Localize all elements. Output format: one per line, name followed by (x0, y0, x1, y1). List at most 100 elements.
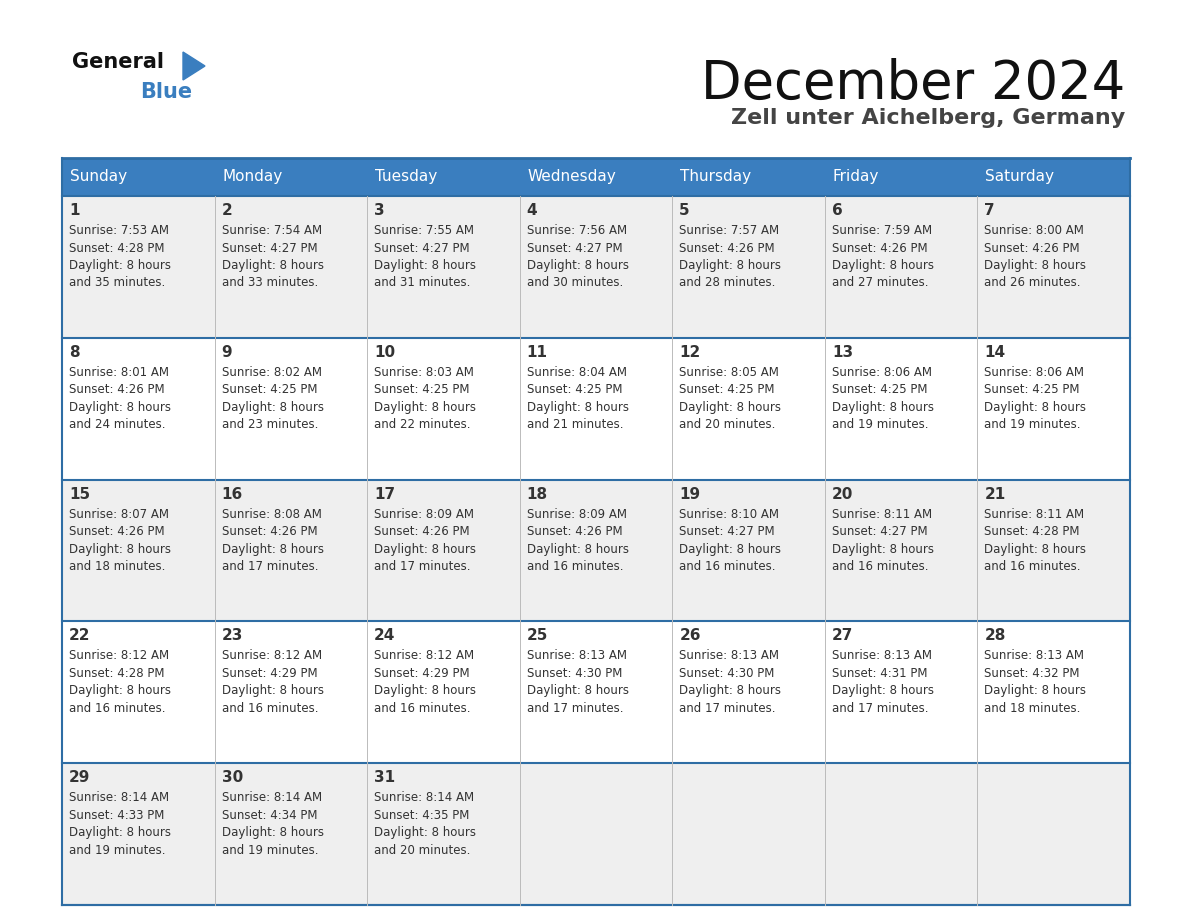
Text: Sunrise: 8:04 AM: Sunrise: 8:04 AM (526, 365, 627, 379)
Text: Sunset: 4:29 PM: Sunset: 4:29 PM (374, 666, 469, 680)
Bar (824, 621, 978, 763)
Text: and 16 minutes.: and 16 minutes. (526, 560, 624, 573)
Text: Monday: Monday (222, 170, 283, 185)
Text: and 30 minutes.: and 30 minutes. (526, 276, 623, 289)
Text: Sunrise: 7:55 AM: Sunrise: 7:55 AM (374, 224, 474, 237)
Text: Daylight: 8 hours: Daylight: 8 hours (374, 685, 476, 698)
Text: and 16 minutes.: and 16 minutes. (69, 702, 165, 715)
Text: 12: 12 (680, 345, 701, 360)
Bar (978, 338, 1130, 479)
Text: Sunset: 4:32 PM: Sunset: 4:32 PM (985, 666, 1080, 680)
Text: 26: 26 (680, 629, 701, 644)
Text: and 16 minutes.: and 16 minutes. (222, 702, 318, 715)
Text: Daylight: 8 hours: Daylight: 8 hours (222, 685, 323, 698)
Text: Sunrise: 7:59 AM: Sunrise: 7:59 AM (832, 224, 931, 237)
Text: 7: 7 (985, 203, 996, 218)
Bar (672, 763, 824, 905)
Bar (367, 763, 519, 905)
Text: Thursday: Thursday (681, 170, 752, 185)
Text: and 20 minutes.: and 20 minutes. (374, 844, 470, 856)
Text: and 20 minutes.: and 20 minutes. (680, 419, 776, 431)
Bar (978, 479, 1130, 621)
Text: Zell unter Aichelberg, Germany: Zell unter Aichelberg, Germany (731, 108, 1125, 128)
Bar (978, 158, 1130, 196)
Text: Sunset: 4:29 PM: Sunset: 4:29 PM (222, 666, 317, 680)
Bar (215, 338, 367, 479)
Text: Blue: Blue (140, 82, 192, 102)
Text: Sunrise: 8:06 AM: Sunrise: 8:06 AM (985, 365, 1085, 379)
Bar (824, 479, 978, 621)
Text: Sunrise: 8:01 AM: Sunrise: 8:01 AM (69, 365, 169, 379)
Text: 23: 23 (222, 629, 244, 644)
Text: Daylight: 8 hours: Daylight: 8 hours (680, 401, 782, 414)
Bar (62, 621, 215, 763)
Text: Sunrise: 8:12 AM: Sunrise: 8:12 AM (222, 649, 322, 663)
Bar (519, 621, 672, 763)
Text: 3: 3 (374, 203, 385, 218)
Bar (367, 479, 519, 621)
Text: Sunset: 4:33 PM: Sunset: 4:33 PM (69, 809, 164, 822)
Text: Sunrise: 8:11 AM: Sunrise: 8:11 AM (985, 508, 1085, 521)
Bar (978, 763, 1130, 905)
Text: Wednesday: Wednesday (527, 170, 617, 185)
Text: Sunrise: 8:10 AM: Sunrise: 8:10 AM (680, 508, 779, 521)
Text: Sunset: 4:25 PM: Sunset: 4:25 PM (680, 384, 775, 397)
Text: 2: 2 (222, 203, 233, 218)
Text: Daylight: 8 hours: Daylight: 8 hours (222, 401, 323, 414)
Text: Daylight: 8 hours: Daylight: 8 hours (222, 543, 323, 555)
Text: 21: 21 (985, 487, 1006, 501)
Text: Friday: Friday (833, 170, 879, 185)
Text: and 21 minutes.: and 21 minutes. (526, 419, 624, 431)
Text: Daylight: 8 hours: Daylight: 8 hours (832, 543, 934, 555)
Text: Daylight: 8 hours: Daylight: 8 hours (222, 259, 323, 272)
Text: and 19 minutes.: and 19 minutes. (69, 844, 165, 856)
Text: 28: 28 (985, 629, 1006, 644)
Text: Daylight: 8 hours: Daylight: 8 hours (374, 826, 476, 839)
Text: Sunset: 4:27 PM: Sunset: 4:27 PM (222, 241, 317, 254)
Bar (215, 479, 367, 621)
Bar (978, 621, 1130, 763)
Text: 25: 25 (526, 629, 548, 644)
Text: Daylight: 8 hours: Daylight: 8 hours (832, 259, 934, 272)
Text: and 17 minutes.: and 17 minutes. (526, 702, 624, 715)
Text: and 17 minutes.: and 17 minutes. (832, 702, 928, 715)
Text: 22: 22 (69, 629, 90, 644)
Text: Daylight: 8 hours: Daylight: 8 hours (680, 543, 782, 555)
Bar (519, 338, 672, 479)
Text: 19: 19 (680, 487, 701, 501)
Text: Sunset: 4:25 PM: Sunset: 4:25 PM (985, 384, 1080, 397)
Text: 29: 29 (69, 770, 90, 785)
Text: and 16 minutes.: and 16 minutes. (985, 560, 1081, 573)
Text: Sunrise: 8:02 AM: Sunrise: 8:02 AM (222, 365, 322, 379)
Text: and 31 minutes.: and 31 minutes. (374, 276, 470, 289)
Text: Sunrise: 8:12 AM: Sunrise: 8:12 AM (374, 649, 474, 663)
Text: Sunrise: 8:13 AM: Sunrise: 8:13 AM (985, 649, 1085, 663)
Bar (824, 763, 978, 905)
Text: Sunset: 4:27 PM: Sunset: 4:27 PM (680, 525, 775, 538)
Text: 13: 13 (832, 345, 853, 360)
Text: Sunset: 4:26 PM: Sunset: 4:26 PM (69, 384, 165, 397)
Text: Sunset: 4:26 PM: Sunset: 4:26 PM (374, 525, 469, 538)
Bar (672, 158, 824, 196)
Text: Daylight: 8 hours: Daylight: 8 hours (832, 685, 934, 698)
Text: Sunrise: 7:57 AM: Sunrise: 7:57 AM (680, 224, 779, 237)
Text: Daylight: 8 hours: Daylight: 8 hours (69, 826, 171, 839)
Text: Sunday: Sunday (70, 170, 127, 185)
Text: and 22 minutes.: and 22 minutes. (374, 419, 470, 431)
Text: Sunrise: 8:12 AM: Sunrise: 8:12 AM (69, 649, 169, 663)
Text: 1: 1 (69, 203, 80, 218)
Text: and 16 minutes.: and 16 minutes. (680, 560, 776, 573)
Text: 24: 24 (374, 629, 396, 644)
Text: Sunset: 4:34 PM: Sunset: 4:34 PM (222, 809, 317, 822)
Text: 16: 16 (222, 487, 242, 501)
Bar (824, 158, 978, 196)
Bar (367, 196, 519, 338)
Bar (215, 621, 367, 763)
Bar (367, 621, 519, 763)
Text: Sunset: 4:26 PM: Sunset: 4:26 PM (69, 525, 165, 538)
Text: Sunrise: 8:08 AM: Sunrise: 8:08 AM (222, 508, 322, 521)
Text: 10: 10 (374, 345, 396, 360)
Bar (62, 338, 215, 479)
Bar (62, 763, 215, 905)
Text: 20: 20 (832, 487, 853, 501)
